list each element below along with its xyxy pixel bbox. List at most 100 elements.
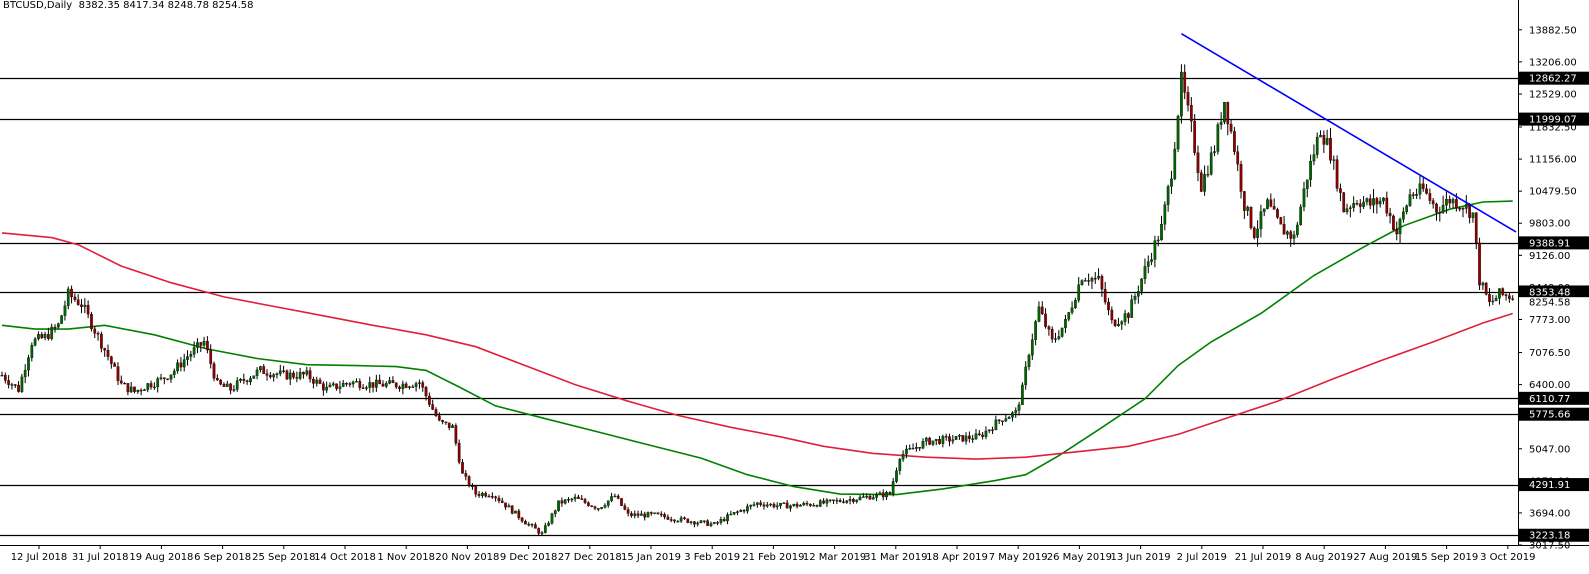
candle-down	[209, 349, 213, 364]
candle-down	[444, 421, 448, 424]
candle-up	[1173, 148, 1177, 180]
candle-up	[10, 384, 14, 386]
y-tick-label: 7773.00	[1529, 315, 1570, 326]
candle-down	[265, 373, 269, 376]
candle-down	[242, 378, 246, 381]
candle-up	[146, 383, 150, 390]
candle-up	[951, 439, 955, 442]
candle-up	[1077, 284, 1081, 301]
candle-up	[1216, 124, 1220, 152]
candle-up	[792, 503, 796, 506]
candle-up	[33, 338, 37, 346]
candle-up	[1054, 338, 1057, 340]
candle-up	[1209, 152, 1213, 175]
candle-up	[1011, 412, 1014, 418]
candle-down	[1276, 209, 1279, 218]
candle-up	[384, 383, 388, 387]
y-tick-label: 3017.50	[1529, 541, 1570, 552]
candle-up	[305, 370, 309, 375]
candle-up	[825, 499, 829, 504]
candle-up	[1163, 204, 1167, 225]
candle-down	[1269, 199, 1273, 207]
y-tick-label: 12529.00	[1529, 89, 1577, 100]
candle-up	[83, 304, 87, 307]
candle-down	[13, 384, 17, 386]
candle-up	[563, 499, 567, 504]
candle-down	[968, 435, 971, 439]
candle-up	[964, 435, 968, 442]
candle-up	[719, 519, 723, 523]
candle-up	[1256, 228, 1259, 238]
candle-down	[457, 442, 461, 463]
candle-down	[587, 502, 590, 506]
candle-up	[848, 499, 852, 501]
level-label-box	[1519, 478, 1589, 492]
candle-down	[1478, 242, 1481, 286]
candle-up	[481, 492, 484, 496]
candle-down	[948, 436, 951, 442]
x-tick-label: 1 Nov 2018	[377, 552, 435, 563]
candle-up	[871, 497, 875, 500]
candle-down	[666, 516, 670, 520]
candle-up	[408, 386, 411, 388]
candle-down	[133, 386, 136, 392]
x-tick-label: 2 Jul 2019	[1177, 552, 1227, 563]
candle-up	[987, 429, 991, 432]
candle-up	[1352, 203, 1356, 208]
candle-up	[1014, 410, 1018, 413]
candle-up	[1349, 207, 1352, 209]
candle-down	[106, 350, 110, 357]
candle-down	[1508, 295, 1511, 299]
candle-down	[686, 518, 690, 523]
candle-down	[510, 505, 514, 514]
candle-up	[411, 386, 415, 388]
candle-up	[941, 436, 945, 444]
candle-down	[706, 520, 709, 526]
candle-down	[630, 513, 633, 516]
candle-down	[583, 499, 587, 503]
candle-down	[881, 492, 885, 498]
candle-up	[557, 500, 560, 511]
x-tick-label: 6 Sep 2018	[194, 552, 251, 563]
candle-down	[822, 500, 825, 504]
candle-up	[252, 375, 256, 379]
candle-up	[769, 503, 772, 506]
candle-up	[746, 506, 749, 512]
candle-down	[1448, 198, 1452, 204]
candle-down	[1113, 319, 1117, 327]
candle-up	[862, 496, 865, 498]
candle-down	[292, 372, 295, 378]
candle-up	[331, 383, 335, 386]
x-tick-label: 15 Jan 2019	[621, 552, 681, 563]
candle-down	[222, 383, 226, 387]
candle-up	[1136, 291, 1140, 297]
candle-down	[722, 519, 726, 522]
candle-up	[1153, 240, 1157, 260]
candle-up	[1213, 151, 1216, 153]
candle-up	[514, 510, 517, 514]
candle-up	[365, 387, 368, 389]
candle-down	[378, 379, 382, 385]
candle-down	[1236, 151, 1240, 165]
candle-up	[924, 437, 928, 442]
y-tick-label: 11832.50	[1529, 123, 1577, 134]
candle-down	[1425, 188, 1428, 194]
candle-down	[487, 495, 491, 498]
y-tick-label: 13206.00	[1529, 57, 1577, 68]
candle-down	[669, 519, 673, 521]
candle-down	[219, 379, 223, 385]
candle-down	[643, 513, 647, 518]
candle-up	[1382, 197, 1385, 202]
candle-down	[1199, 172, 1203, 192]
candle-up	[702, 520, 706, 522]
candle-down	[381, 383, 385, 387]
candle-down	[149, 383, 153, 388]
candle-down	[454, 425, 458, 444]
y-tick-label: 7076.50	[1529, 348, 1570, 359]
candle-down	[431, 404, 435, 410]
candle-up	[1146, 261, 1150, 267]
candle-down	[1193, 120, 1196, 153]
candle-down	[534, 524, 537, 529]
candle-up	[696, 522, 700, 525]
candle-up	[1332, 159, 1336, 161]
